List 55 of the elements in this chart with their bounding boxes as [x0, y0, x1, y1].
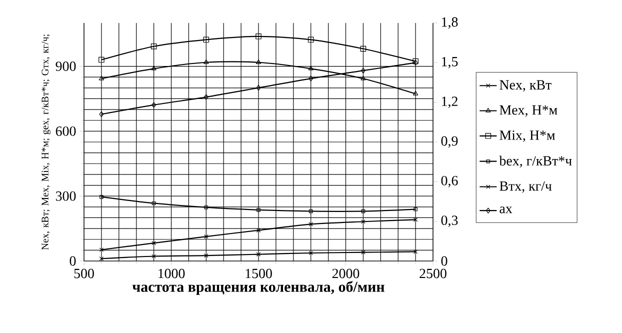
point: [204, 234, 208, 239]
point: [98, 56, 104, 63]
point: [204, 253, 208, 258]
point: [308, 250, 313, 256]
point: [308, 209, 313, 214]
y-tick-label: 0: [70, 256, 76, 266]
point: [204, 205, 208, 210]
point: [256, 59, 262, 64]
y2-tick-label: 1,8: [442, 17, 458, 29]
point: [256, 228, 261, 232]
point: [152, 201, 156, 206]
y2-tick-label: 1,2: [442, 96, 458, 108]
y-tick-label: 900: [56, 62, 76, 71]
x-axis-title: частота вращения коленвала, об/мин: [132, 281, 384, 295]
x-tick-label: 1500: [246, 268, 272, 278]
y2-tick-label: 0: [441, 256, 448, 266]
y-tick-label: 600: [56, 126, 76, 136]
y-tick-label: 300: [56, 191, 76, 201]
point: [152, 102, 156, 108]
y2-tick-label: 0,9: [441, 136, 458, 148]
x-tick-label: 2500: [420, 268, 446, 278]
legend-label: bex, г/кВт*ч: [499, 156, 572, 168]
legend-label: Mex, Н*м: [500, 105, 558, 117]
legend-label: Втх, кг/ч: [500, 181, 552, 193]
x-tick-label: 500: [74, 268, 94, 278]
y2-tick-label: 0,3: [441, 216, 458, 228]
point: [152, 254, 156, 258]
point: [308, 66, 314, 70]
point: [360, 76, 366, 80]
point: [204, 59, 209, 64]
point: [308, 76, 314, 82]
point: [203, 36, 210, 43]
point: [204, 94, 208, 100]
y2-tick-label: 0,6: [441, 176, 458, 188]
point: [361, 250, 366, 254]
point: [361, 209, 366, 214]
point: [256, 252, 261, 256]
point: [256, 84, 261, 91]
x-tick-label: 1000: [158, 268, 185, 278]
y2-tick-label: 1,5: [442, 56, 458, 68]
point: [308, 222, 313, 226]
point: [150, 43, 157, 50]
point: [308, 36, 314, 43]
legend-label: ax: [500, 206, 512, 214]
point: [256, 208, 260, 212]
y-axis-title: Nex, кВт; Mex, Mix, Н*м; gex, г/кВт*ч; Gтх, кг/ч;: [42, 34, 50, 250]
point: [360, 46, 366, 52]
legend-label: Nex, кВт: [500, 80, 552, 92]
point: [360, 68, 366, 74]
point: [151, 66, 156, 70]
point: [152, 240, 156, 246]
point: [256, 34, 262, 40]
legend-label: Mix, Н*м: [500, 130, 555, 142]
point: [361, 219, 366, 224]
x-tick-label: 2000: [332, 268, 360, 278]
